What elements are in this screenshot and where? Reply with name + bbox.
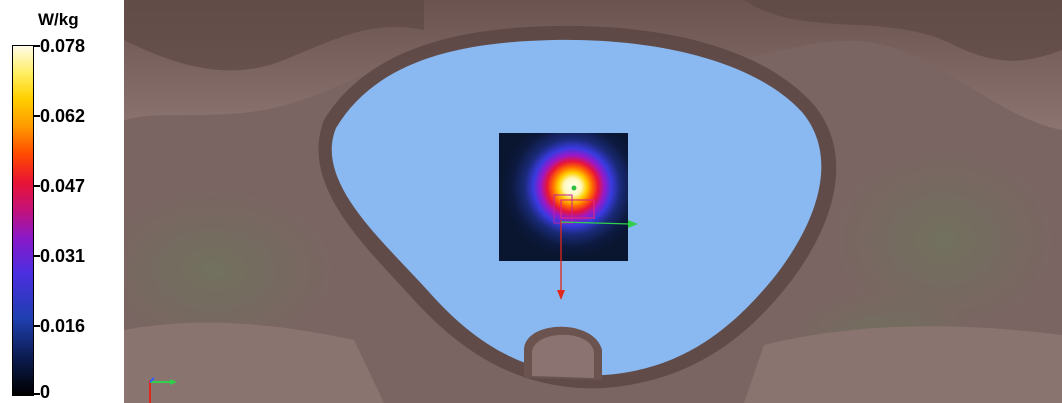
tick-label: 0.031 (40, 246, 86, 266)
axis-triad-icon (149, 377, 177, 403)
unit-label: W/kg (38, 10, 79, 29)
lower-tissue-layer (744, 326, 1062, 403)
tick-mark (34, 393, 40, 395)
peak-marker (571, 185, 577, 191)
tick-label: 0.016 (40, 316, 86, 336)
lower-tissue-layer (124, 322, 384, 403)
zoom-scan-box (560, 199, 595, 219)
tick-mark (34, 45, 40, 47)
tick-mark (34, 325, 40, 327)
tick-label-max: 0.078 (40, 36, 86, 56)
3d-viewport[interactable] (124, 0, 1062, 403)
tick-label-min: 0 (40, 382, 51, 402)
phantom-protrusion-face (532, 334, 594, 378)
sar-measurement-area (499, 133, 628, 261)
sar-scene (124, 0, 1062, 403)
color-scale-bar (12, 45, 34, 396)
upper-tissue-shade (744, 0, 1062, 61)
tick-label: 0.062 (40, 106, 86, 126)
zoom-scan-box-inner (553, 194, 573, 224)
probe-x-axis (560, 221, 631, 225)
tick-mark (34, 115, 40, 117)
tick-mark (34, 185, 40, 187)
tissue-tint (124, 190, 334, 350)
probe-x-arrow-head (628, 220, 638, 228)
tissue-tint (834, 150, 1054, 330)
color-scale-legend: W/kg 0.078 0.062 0.047 0.031 0.016 0 (0, 0, 124, 403)
tick-mark (34, 255, 40, 257)
tick-label: 0.047 (40, 176, 86, 196)
probe-arrow-head (557, 290, 565, 300)
upper-tissue-shade (124, 0, 424, 71)
